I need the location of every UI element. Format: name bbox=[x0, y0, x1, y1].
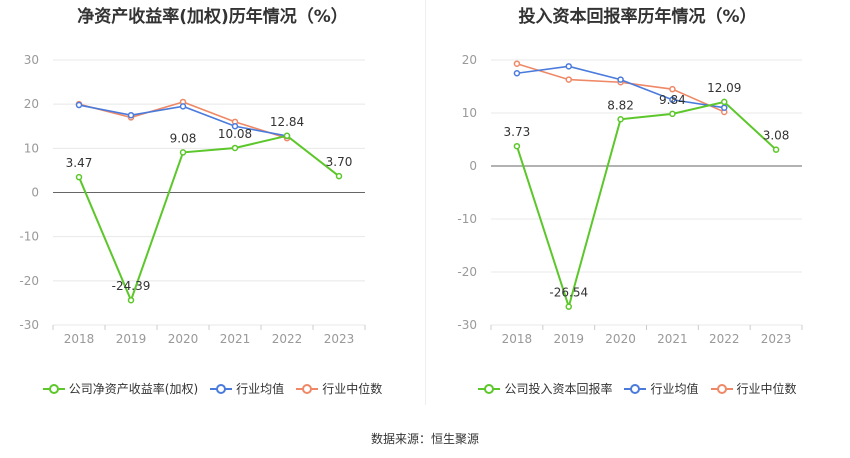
x-tick-label: 2023 bbox=[324, 332, 355, 346]
data-label: 12.84 bbox=[270, 115, 304, 129]
legend-item[interactable]: 公司投入资本回报率 bbox=[478, 380, 612, 397]
data-point[interactable] bbox=[513, 142, 521, 150]
data-label: -26.54 bbox=[549, 286, 588, 300]
legend-label: 行业中位数 bbox=[322, 382, 383, 396]
data-point[interactable] bbox=[565, 76, 572, 83]
chart-divider bbox=[425, 0, 426, 405]
series-line-0 bbox=[515, 100, 777, 311]
y-tick-label: -10 bbox=[19, 230, 39, 244]
data-point[interactable] bbox=[513, 70, 521, 77]
y-tick-label: 30 bbox=[24, 53, 39, 67]
data-point[interactable] bbox=[721, 98, 728, 106]
x-tick-label: 2022 bbox=[272, 332, 303, 346]
y-tick-label: 10 bbox=[462, 106, 477, 120]
legend-item[interactable]: 行业均值 bbox=[210, 380, 284, 397]
data-point[interactable] bbox=[231, 123, 239, 130]
y-tick-label: -30 bbox=[19, 318, 39, 332]
data-point[interactable] bbox=[617, 116, 624, 123]
legend-marker-icon bbox=[296, 383, 319, 394]
x-tick-label: 2021 bbox=[220, 332, 251, 346]
data-label: 8.82 bbox=[607, 98, 634, 112]
legend-item[interactable]: 行业均值 bbox=[624, 380, 699, 397]
legend-marker-icon bbox=[42, 383, 65, 394]
legend-item[interactable]: 公司净资产收益率(加权) bbox=[42, 380, 199, 397]
legend-item[interactable]: 行业中位数 bbox=[296, 380, 382, 397]
legend-marker-icon bbox=[710, 383, 733, 394]
x-tick-label: 2021 bbox=[657, 332, 688, 346]
data-label: 3.47 bbox=[66, 156, 93, 170]
data-point[interactable] bbox=[721, 104, 728, 111]
legend-item[interactable]: 行业中位数 bbox=[710, 380, 797, 397]
data-source: 数据来源：恒生聚源 bbox=[370, 432, 479, 446]
data-point[interactable] bbox=[565, 303, 572, 310]
y-tick-label: -10 bbox=[457, 212, 477, 226]
y-tick-label: -30 bbox=[457, 318, 477, 332]
data-point[interactable] bbox=[179, 149, 187, 156]
y-tick-label: 0 bbox=[469, 159, 477, 173]
data-point[interactable] bbox=[772, 146, 780, 153]
data-label: 3.73 bbox=[504, 125, 531, 139]
data-point[interactable] bbox=[617, 76, 624, 83]
x-tick-label: 2019 bbox=[116, 332, 147, 346]
data-point[interactable] bbox=[283, 132, 291, 140]
chart-title: 投入资本回报率历年情况（%） bbox=[518, 7, 757, 27]
data-label: -24.39 bbox=[112, 279, 151, 293]
legend-label: 公司净资产收益率(加权) bbox=[68, 382, 199, 396]
legend-label: 行业均值 bbox=[236, 382, 285, 396]
data-label: 3.08 bbox=[763, 129, 790, 143]
legend-marker-icon bbox=[210, 383, 233, 394]
data-point[interactable] bbox=[565, 63, 572, 70]
data-label: 9.84 bbox=[659, 93, 686, 107]
roe-legend: 公司净资产收益率(加权) 行业均值 行业中位数 bbox=[0, 380, 425, 397]
legend-label: 行业中位数 bbox=[736, 382, 797, 396]
roe-chart: 净资产收益率(加权)历年情况（%） 30 20 10 0 -10 -20 -30 2018 20… bbox=[0, 0, 425, 410]
data-label: 12.09 bbox=[707, 81, 741, 95]
x-tick-label: 2022 bbox=[709, 332, 740, 346]
legend-label: 公司投入资本回报率 bbox=[504, 382, 613, 396]
roic-chart: 投入资本回报率历年情况（%） 20 10 0 -10 -20 -30 2018 2019 202… bbox=[425, 0, 850, 410]
x-tick-label: 2019 bbox=[553, 332, 584, 346]
data-point[interactable] bbox=[127, 296, 135, 304]
y-tick-label: -20 bbox=[457, 265, 477, 279]
data-point[interactable] bbox=[669, 110, 676, 118]
y-tick-label: 10 bbox=[24, 141, 39, 155]
data-point[interactable] bbox=[75, 173, 83, 181]
legend-marker-icon bbox=[478, 383, 501, 394]
data-point[interactable] bbox=[75, 101, 83, 109]
data-point[interactable] bbox=[231, 144, 239, 152]
roe-plot: 30 20 10 0 -10 -20 -30 2018 2019 2020 2021 2022 2023… bbox=[19, 53, 366, 346]
x-tick-label: 2023 bbox=[761, 332, 792, 346]
data-point[interactable] bbox=[335, 172, 343, 180]
data-point[interactable] bbox=[669, 96, 676, 103]
data-point[interactable] bbox=[127, 111, 135, 119]
roic-legend: 公司投入资本回报率 行业均值 行业中位数 bbox=[425, 380, 850, 397]
x-tick-label: 2018 bbox=[502, 332, 533, 346]
y-tick-label: 20 bbox=[462, 53, 477, 67]
data-label: 9.08 bbox=[170, 131, 197, 145]
chart-title: 净资产收益率(加权)历年情况（%） bbox=[77, 7, 348, 27]
data-label: 3.70 bbox=[326, 155, 353, 169]
x-tick-label: 2018 bbox=[64, 332, 95, 346]
data-point[interactable] bbox=[669, 85, 676, 93]
x-tick-label: 2020 bbox=[168, 332, 199, 346]
legend-marker-icon bbox=[624, 383, 647, 394]
series-line-0 bbox=[78, 134, 340, 303]
x-tick-label: 2020 bbox=[605, 332, 636, 346]
roic-plot: 20 10 0 -10 -20 -30 2018 2019 2020 2021 2022 2023 3.… bbox=[457, 53, 803, 346]
y-tick-label: 20 bbox=[24, 97, 39, 111]
data-label: 10.08 bbox=[218, 127, 252, 141]
data-point[interactable] bbox=[513, 60, 521, 67]
y-tick-label: 0 bbox=[31, 186, 39, 200]
legend-label: 行业均值 bbox=[650, 382, 699, 396]
data-point[interactable] bbox=[179, 103, 187, 110]
y-tick-label: -20 bbox=[19, 274, 39, 288]
